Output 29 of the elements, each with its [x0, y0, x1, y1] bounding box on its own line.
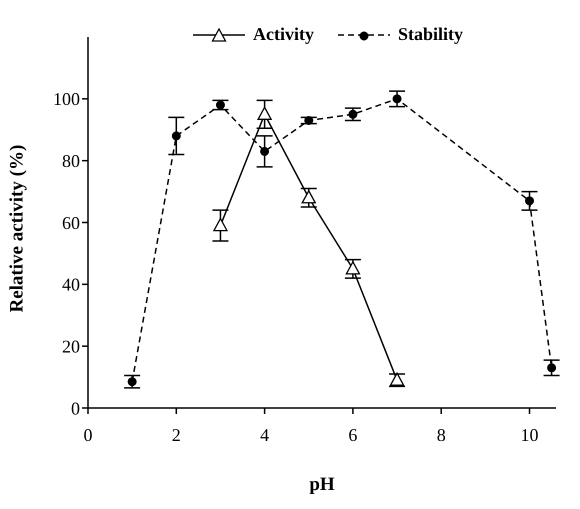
point [547, 363, 556, 372]
point [257, 106, 272, 120]
point [216, 100, 225, 110]
x-tick-label: 6 [348, 424, 358, 445]
x-axis-title: pH [309, 474, 335, 495]
point [302, 190, 316, 204]
x-tick-label: 8 [436, 424, 446, 445]
y-tick-label: 80 [62, 151, 80, 172]
legend-label: Stability [398, 24, 463, 45]
point [525, 196, 534, 206]
x-tick-label: 0 [84, 424, 92, 445]
point [128, 377, 137, 386]
x-tick-label: 4 [260, 424, 270, 445]
y-tick-label: 20 [62, 336, 80, 357]
y-tick-label: 40 [62, 274, 80, 295]
point [346, 261, 360, 275]
point [348, 110, 358, 119]
point [213, 218, 228, 232]
x-tick-label: 10 [520, 424, 539, 445]
point [392, 94, 402, 104]
y-axis-title: Relative activity (%) [6, 144, 28, 312]
y-tick-label: 60 [62, 212, 80, 233]
point [260, 146, 270, 156]
x-tick-label: 2 [172, 424, 181, 445]
point [304, 116, 314, 125]
legend-label: Activity [253, 24, 314, 45]
point [172, 131, 181, 140]
y-tick-label: 0 [71, 398, 80, 418]
y-tick-label: 100 [53, 89, 80, 110]
